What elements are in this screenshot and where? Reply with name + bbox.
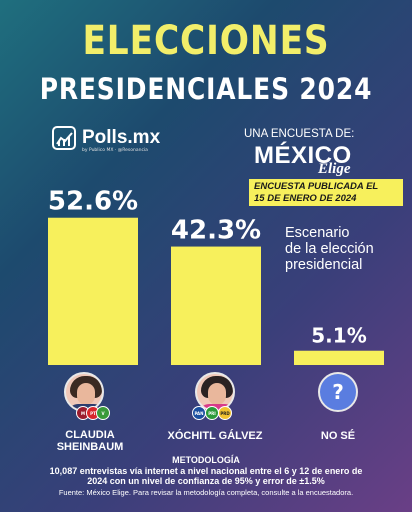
methodology-line-2: 2024 con un nivel de confianza de 95% y … — [87, 476, 325, 486]
candidate-name-line-1: CLAUDIA — [65, 429, 115, 441]
pollster-label: UNA ENCUESTA DE: — [244, 128, 355, 140]
pollster-brand: MÉXICO — [254, 142, 352, 169]
pvem-party-icon: V — [96, 406, 110, 420]
bar-value-label-2: 5.1% — [311, 324, 366, 348]
candidate-label-sheinbaum: CLAUDIA SHEINBAUM — [40, 429, 140, 453]
publication-line-1: ENCUESTA PUBLICADA EL — [254, 181, 379, 192]
polls-logo-tagline: by Publico MX · @Resonancia — [82, 148, 148, 153]
candidate-name-line-2: SHEINBAUM — [56, 441, 124, 453]
pri-party-icon: PRI — [205, 406, 219, 420]
scenario-label: Escenario de la elección presidencial — [285, 225, 395, 273]
prd-party-icon: PRD — [218, 406, 232, 420]
candidate-label-no-se: NO SÉ — [290, 430, 386, 442]
candidate-name-galvez: XÓCHITL GÁLVEZ — [167, 430, 263, 442]
title-line-1: ELECCIONES — [82, 18, 330, 64]
publication-date-box: ENCUESTA PUBLICADA EL 15 DE ENERO DE 202… — [249, 179, 403, 206]
bar-value-label-0: 52.6% — [48, 187, 138, 217]
methodology-title: METODOLOGÍA — [172, 455, 240, 465]
scenario-line-1: Escenario — [285, 225, 350, 241]
bar-1 — [171, 246, 261, 365]
polls-logo-name: Polls.mx — [82, 127, 161, 148]
question-mark-icon: ? — [318, 372, 358, 412]
bar-0 — [48, 217, 138, 365]
title-line-2: PRESIDENCIALES 2024 — [39, 72, 373, 106]
pan-party-icon: PAN — [192, 406, 206, 420]
source-note: Fuente: México Elige. Para revisar la me… — [58, 488, 354, 497]
scenario-line-3: presidencial — [285, 257, 363, 273]
polls-mx-logo: Polls.mx by Publico MX · @Resonancia — [52, 126, 192, 156]
scenario-line-2: de la elección — [285, 241, 374, 257]
chart-logo-icon — [52, 126, 76, 150]
bar-value-label-1: 42.3% — [171, 216, 261, 246]
candidate-name-no-se: NO SÉ — [320, 430, 356, 442]
bar-2 — [294, 350, 384, 365]
candidate-label-galvez: XÓCHITL GÁLVEZ — [165, 430, 265, 442]
methodology-text: 10,087 entrevistas vía internet a nivel … — [20, 466, 392, 486]
methodology-line-1: 10,087 entrevistas vía internet a nivel … — [49, 466, 363, 476]
pollster-brand-sub: Elige — [318, 161, 351, 177]
publication-line-2: 15 DE ENERO DE 2024 — [254, 193, 357, 204]
